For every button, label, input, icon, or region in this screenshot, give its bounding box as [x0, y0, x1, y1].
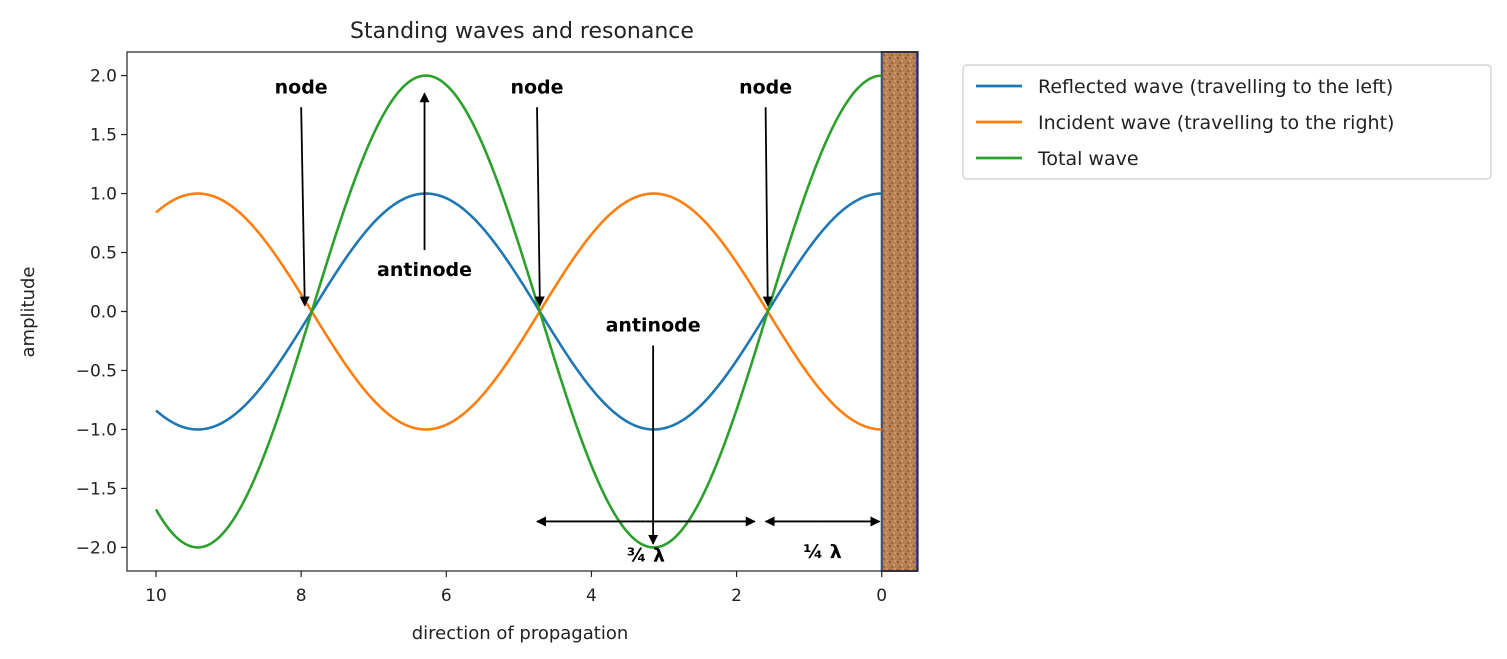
annotation-label: antinode [377, 259, 472, 281]
x-tick-label: 6 [441, 586, 452, 606]
y-tick-label: −1.0 [76, 420, 117, 440]
annotation-arrow [762, 107, 773, 307]
x-tick-label: 4 [586, 586, 597, 606]
y-tick-label: 1.5 [90, 126, 117, 146]
span-label: ¼ λ [803, 541, 841, 563]
y-tick-label: 0.0 [90, 303, 117, 323]
legend: Reflected wave (travelling to the left) I… [962, 64, 1492, 180]
y-tick-label: 1.0 [90, 185, 117, 205]
y-axis-label: amplitude [18, 267, 39, 358]
chart-title: Standing waves and resonance [350, 19, 694, 44]
wall-rect [880, 51, 918, 572]
y-tick-label: 0.5 [90, 244, 117, 264]
y-tick-label: −2.0 [76, 538, 117, 558]
annotation-label: node [739, 76, 792, 98]
annotation-label: node [275, 76, 328, 98]
annotation-arrow [299, 107, 310, 307]
reflecting-wall [880, 51, 918, 572]
x-axis-label: direction of propagation [412, 623, 629, 644]
annotation-label: node [510, 76, 563, 98]
y-tick-label: 2.0 [90, 67, 117, 87]
x-tick-label: 10 [145, 586, 167, 606]
x-axis-ticks: 10 8 6 4 2 0 [145, 571, 887, 606]
series-line-2 [155, 192, 882, 431]
series-lines [154, 74, 882, 549]
legend-box [962, 64, 1492, 180]
legend-entry-label: Incident wave (travelling to the right) [1038, 112, 1394, 134]
y-tick-label: −1.5 [76, 479, 117, 499]
x-tick-label: 0 [876, 586, 887, 606]
y-axis-ticks: 2.0 1.5 1.0 0.5 0.0 −0.5 −1.0 −1.5 −2.0 [76, 67, 127, 558]
y-tick-label: −0.5 [76, 361, 117, 381]
annotations: node node node antinode antinode ¾ λ ¼ λ [275, 76, 881, 566]
span-label: ¾ λ [627, 544, 665, 566]
series-line-1 [155, 192, 882, 431]
series-line-3 [154, 74, 882, 549]
x-tick-label: 8 [296, 586, 307, 606]
annotation-arrow [534, 107, 545, 307]
legend-entry-label: Reflected wave (travelling to the left) [1038, 76, 1393, 98]
legend-entry-label: Total wave [1037, 148, 1139, 170]
plot-frame [126, 51, 919, 572]
annotation-label: antinode [606, 315, 701, 337]
x-tick-label: 2 [731, 586, 742, 606]
